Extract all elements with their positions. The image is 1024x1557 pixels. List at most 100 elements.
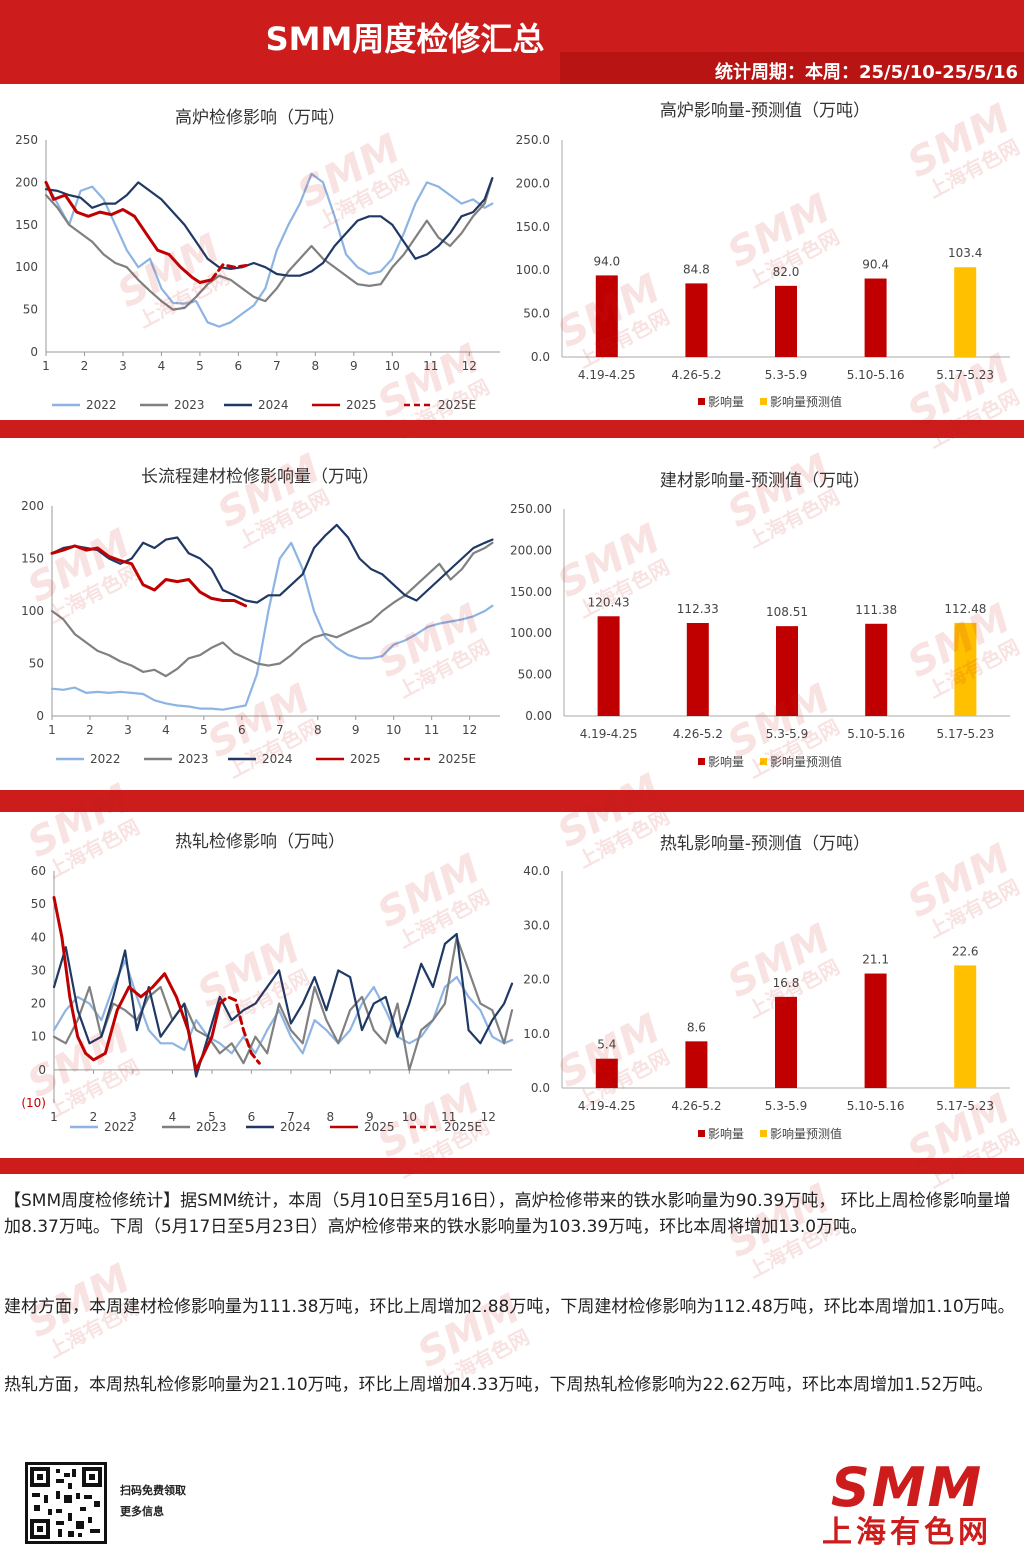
legend-label: 影响量 — [708, 1126, 744, 1141]
y-tick-label: 30.0 — [523, 918, 550, 932]
bar-value-label: 16.8 — [773, 976, 800, 990]
y-tick-label: 0.00 — [525, 709, 552, 723]
legend-label: 2023 — [174, 398, 205, 412]
bar-actual — [775, 285, 797, 357]
x-tick-label: 5.3-5.9 — [765, 1099, 808, 1113]
y-tick-label: 20 — [31, 997, 46, 1011]
bar-value-label: 103.4 — [948, 246, 982, 260]
y-tick-label: 30 — [31, 963, 46, 977]
chart-hot-rolled-bar: 0.0 10.0 20.0 30.0 40.0 5.4 4.19-4.25 8.6 4.26-5… — [523, 864, 1010, 1141]
y-tick-label: 50 — [29, 657, 44, 671]
x-tick-label: 5.10-5.16 — [847, 727, 905, 741]
legend-swatch-actual — [698, 1130, 705, 1137]
legend-label: 2023 — [196, 1120, 227, 1134]
qr-code-icon[interactable] — [25, 1462, 107, 1544]
summary-paragraph-building-material: 建材方面，本周建材检修影响量为111.38万吨，环比上周增加2.88万吨，下周建… — [4, 1297, 1015, 1317]
bar-value-label: 90.4 — [862, 258, 889, 272]
x-tick-label: 5.17-5.23 — [937, 727, 995, 741]
y-tick-label: (10) — [21, 1096, 46, 1110]
footer: 扫码免费领取 更多信息 SMM 上海有色网 — [0, 1440, 1024, 1557]
legend-label: 影响量 — [708, 754, 744, 769]
series-line-2025 — [44, 180, 213, 284]
bar-forecast — [954, 622, 977, 716]
y-tick-label: 200 — [15, 175, 38, 189]
legend-swatch-actual — [698, 758, 705, 765]
bar-value-label: 112.33 — [677, 602, 719, 616]
y-tick-label: 150 — [15, 218, 38, 232]
bar-value-label: 21.1 — [862, 953, 889, 967]
y-tick-label: 10 — [31, 1030, 46, 1044]
x-tick-label: 9 — [366, 1110, 374, 1124]
x-tick-label: 10 — [402, 1110, 417, 1124]
legend-label: 2022 — [86, 398, 117, 412]
series-line-2023 — [50, 541, 494, 678]
y-tick-label: 40.0 — [523, 864, 550, 878]
summary-paragraph-blast-furnace: 【SMM周度检修统计】据SMM统计，本周（5月10日至5月16日），高炉检修带来… — [4, 1191, 1011, 1237]
x-tick-label: 7 — [273, 359, 281, 373]
x-tick-label: 7 — [276, 723, 284, 737]
bar-actual — [864, 973, 887, 1088]
x-tick-label: 4.19-4.25 — [578, 368, 636, 382]
y-tick-label: 100 — [21, 604, 44, 618]
x-tick-label: 5 — [196, 359, 204, 373]
x-tick-label: 1 — [50, 1110, 58, 1124]
legend-label: 2024 — [280, 1120, 311, 1134]
y-tick-label: 100 — [15, 260, 38, 274]
smm-logo-brand: SMM — [830, 1456, 984, 1519]
x-tick-label: 5 — [200, 723, 208, 737]
x-tick-label: 1 — [48, 723, 56, 737]
legend-label: 影响量预测值 — [770, 1126, 842, 1141]
y-tick-label: 20.0 — [523, 973, 550, 987]
y-tick-label: 40 — [31, 930, 46, 944]
bar-actual — [685, 1041, 708, 1088]
chart-title-bm-bar: 建材影响量-预测值（万吨） — [659, 471, 871, 491]
qr-code-pattern — [30, 1467, 102, 1539]
y-tick-label: 50 — [23, 303, 38, 317]
legend-swatch-actual — [698, 398, 705, 405]
legend-swatch-forecast — [760, 758, 767, 765]
series-line-2025 — [52, 896, 222, 1072]
y-tick-label: 0 — [30, 345, 38, 359]
y-tick-label: 200.00 — [510, 543, 552, 557]
x-tick-label: 3 — [119, 359, 127, 373]
legend-label: 2025 — [364, 1120, 395, 1134]
x-tick-label: 5.3-5.9 — [766, 727, 809, 741]
x-tick-label: 11 — [423, 359, 438, 373]
y-tick-label: 150.0 — [516, 220, 550, 234]
legend-label: 影响量 — [708, 394, 744, 409]
x-tick-label: 4 — [158, 359, 166, 373]
bar-actual — [685, 283, 708, 357]
bar-actual — [686, 622, 709, 716]
x-tick-label: 6 — [238, 723, 246, 737]
bar-value-label: 82.0 — [773, 265, 800, 279]
bar-value-label: 120.43 — [588, 595, 630, 609]
section-separator — [0, 420, 1024, 438]
series-line-2023 — [52, 936, 514, 1072]
series-line-2022 — [52, 959, 514, 1055]
smm-logo: SMM 上海有色网 — [802, 1460, 1012, 1550]
bar-actual — [776, 626, 798, 716]
x-tick-label: 4 — [162, 723, 170, 737]
y-tick-label: 100.0 — [516, 263, 550, 277]
header-banner: SMM周度检修汇总 统计周期：本周：25/5/10-25/5/16 — [0, 0, 1024, 84]
legend-label: 2025E — [444, 1120, 482, 1134]
y-tick-label: 250 — [15, 133, 38, 147]
x-tick-label: 10 — [385, 359, 400, 373]
bar-actual — [865, 623, 888, 716]
legend-swatch-forecast — [760, 1130, 767, 1137]
page-title: SMM周度检修汇总 — [265, 20, 545, 58]
series-line-2025E — [209, 263, 248, 282]
x-tick-label: 5 — [208, 1110, 216, 1124]
period-label: 统计周期：本周：25/5/10-25/5/16 — [714, 62, 1018, 83]
chart-title-bm-line: 长流程建材检修影响量（万吨） — [141, 467, 379, 487]
bar-value-label: 111.38 — [855, 603, 897, 617]
x-tick-label: 1 — [42, 359, 50, 373]
y-tick-label: 150.00 — [510, 585, 552, 599]
bar-forecast — [954, 965, 977, 1088]
series-line-2023 — [44, 177, 494, 311]
y-tick-label: 0 — [38, 1063, 46, 1077]
y-tick-label: 50 — [31, 897, 46, 911]
x-tick-label: 4.26-5.2 — [673, 727, 723, 741]
